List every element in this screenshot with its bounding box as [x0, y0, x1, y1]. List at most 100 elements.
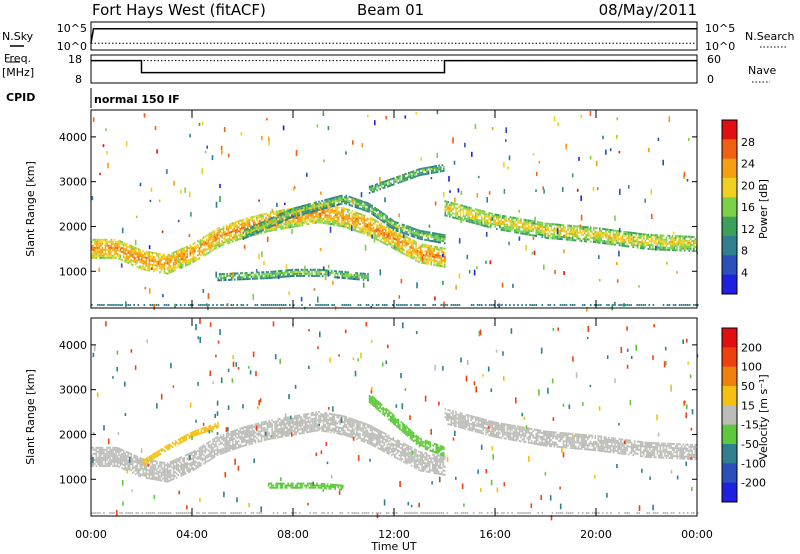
near-range-cell — [682, 304, 685, 306]
echo-cell — [532, 234, 534, 237]
echo-cell — [476, 208, 478, 211]
echo-cell — [122, 453, 125, 456]
echo-cell — [277, 212, 279, 215]
echo-cell — [536, 227, 539, 230]
echo-cell — [104, 248, 107, 251]
echo-cell — [210, 233, 213, 236]
echo-cell — [242, 224, 245, 227]
echo-cell — [277, 216, 279, 219]
echo-cell — [212, 236, 214, 239]
echo-cell — [133, 470, 135, 473]
echo-speckle — [279, 307, 282, 311]
echo-cell — [446, 204, 448, 207]
echo-cell — [336, 272, 339, 275]
echo-speckle — [352, 140, 354, 145]
echo-cell — [318, 215, 320, 217]
echo-cell — [383, 182, 386, 185]
echo-cell — [337, 216, 340, 219]
echo-cell — [172, 473, 175, 476]
echo-cell — [247, 276, 250, 278]
echo-cell — [480, 218, 483, 220]
echo-cell — [278, 226, 281, 229]
echo-cell — [599, 237, 601, 240]
near-range-cell — [644, 304, 647, 306]
echo-cell — [410, 246, 413, 249]
echo-cell — [389, 217, 392, 220]
echo-cell — [230, 278, 233, 281]
echo-cell — [368, 202, 370, 205]
echo-cell — [147, 269, 149, 272]
echo-cell — [327, 198, 329, 201]
echo-cell — [175, 254, 178, 257]
echo-cell — [288, 269, 291, 272]
echo-cell — [378, 239, 381, 242]
echo-cell — [136, 261, 139, 264]
echo-cell — [309, 207, 311, 210]
echo-cell — [650, 234, 653, 236]
echo-cell — [309, 272, 312, 275]
echo-cell — [169, 479, 172, 482]
echo-cell — [215, 243, 217, 245]
echo-cell — [436, 252, 438, 255]
echo-cell — [188, 263, 190, 266]
echo-cell — [183, 251, 185, 254]
echo-cell — [168, 473, 170, 476]
echo-cell — [301, 209, 304, 212]
echo-cell — [476, 210, 478, 213]
echo-cell — [436, 264, 438, 267]
echo-cell — [363, 220, 366, 223]
echo-cell — [407, 251, 410, 254]
echo-cell — [418, 237, 420, 240]
echo-cell — [278, 215, 281, 218]
echo-cell — [437, 235, 440, 238]
echo-cell — [348, 209, 351, 212]
echo-cell — [186, 467, 188, 470]
echo-cell — [145, 464, 148, 467]
echo-speckle — [478, 175, 480, 179]
echo-cell — [490, 220, 492, 223]
echo-cell — [439, 233, 442, 236]
echo-cell — [382, 181, 384, 184]
echo-cell — [558, 237, 560, 240]
near-range-cell — [371, 304, 374, 306]
echo-cell — [330, 223, 332, 226]
near-range-cell — [581, 304, 584, 306]
echo-cell — [180, 258, 182, 261]
echo-speckle — [368, 205, 370, 212]
echo-speckle — [134, 239, 137, 246]
echo-cell — [383, 236, 385, 239]
echo-cell — [338, 276, 340, 279]
echo-cell — [257, 222, 260, 225]
echo-cell — [514, 221, 516, 224]
echo-cell — [251, 231, 254, 234]
echo-cell — [477, 209, 480, 212]
echo-cell — [245, 236, 248, 239]
echo-cell — [203, 240, 205, 243]
echo-speckle — [563, 249, 565, 254]
echo-cell — [115, 250, 117, 253]
echo-cell — [395, 227, 398, 230]
echo-cell — [694, 238, 697, 240]
echo-cell — [181, 457, 184, 460]
echo-cell — [617, 234, 619, 236]
echo-cell — [233, 274, 236, 277]
echo-cell — [282, 273, 284, 276]
echo-cell — [269, 219, 272, 222]
echo-cell — [271, 229, 273, 232]
echo-cell — [183, 465, 185, 468]
echo-cell — [680, 235, 683, 238]
echo-cell — [139, 261, 142, 264]
echo-cell — [353, 214, 355, 217]
echo-cell — [264, 277, 266, 280]
echo-cell — [374, 221, 376, 224]
echo-speckle — [468, 269, 471, 274]
echo-speckle — [436, 152, 438, 159]
echo-cell — [599, 241, 601, 244]
echo-cell — [391, 218, 393, 221]
echo-cell — [172, 261, 175, 264]
echo-cell — [145, 470, 148, 473]
echo-cell — [470, 209, 472, 212]
near-range-cell — [365, 304, 368, 306]
echo-cell — [497, 224, 500, 227]
echo-cell — [286, 208, 288, 211]
